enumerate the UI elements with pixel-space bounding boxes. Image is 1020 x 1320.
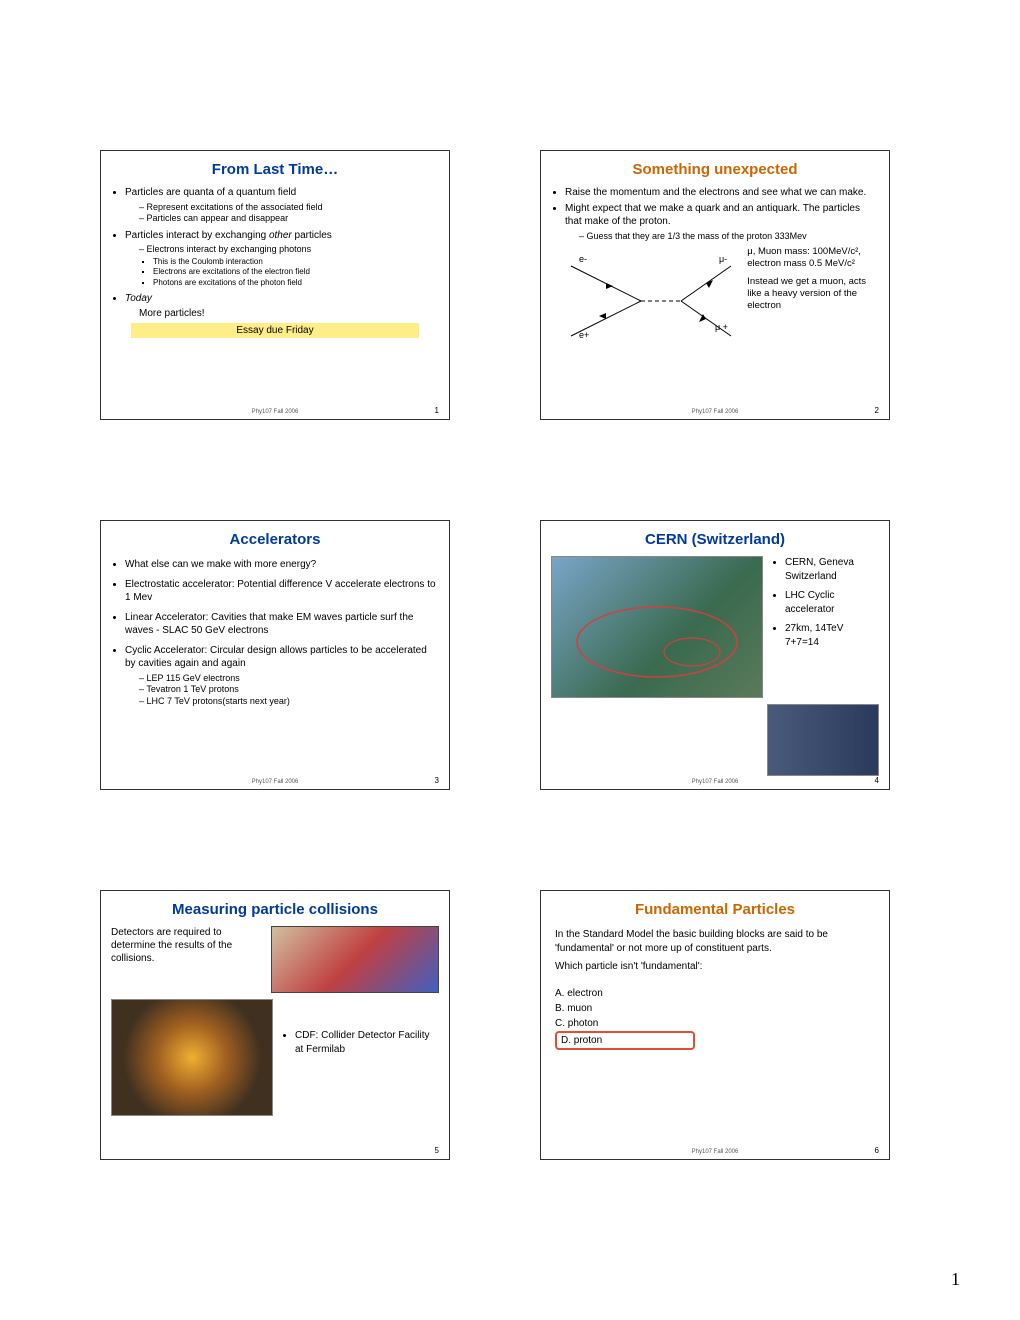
- slide-title: Fundamental Particles: [551, 901, 879, 918]
- sub-bullet: Particles can appear and disappear: [139, 213, 439, 225]
- bullet: Today: [125, 292, 439, 306]
- slide-footer: Phy107 Fall 2006: [541, 1149, 889, 1155]
- sub-bullet: Guess that they are 1/3 the mass of the …: [579, 231, 879, 243]
- label-e-plus: e+: [579, 330, 589, 340]
- detector-schematic: [271, 926, 439, 993]
- answer-options: A. electron B. muon C. photon D. proton: [555, 986, 875, 1050]
- slide-number: 1: [435, 406, 439, 415]
- sub-bullet: Tevatron 1 TeV protons: [139, 684, 439, 696]
- slide-1: From Last Time… Particles are quanta of …: [100, 150, 450, 420]
- slide-number: 3: [435, 776, 439, 785]
- slide-2: Something unexpected Raise the momentum …: [540, 150, 890, 420]
- slide-number: 6: [875, 1146, 879, 1155]
- slide-4: CERN (Switzerland) CERN, Geneva Switzerl…: [540, 520, 890, 790]
- slide-title: Accelerators: [111, 531, 439, 548]
- bullet: Raise the momentum and the electrons and…: [565, 186, 879, 200]
- slide-3: Accelerators What else can we make with …: [100, 520, 450, 790]
- bullet: Cyclic Accelerator: Circular design allo…: [125, 644, 439, 671]
- bullet: Electrostatic accelerator: Potential dif…: [125, 578, 439, 605]
- slide-number: 4: [875, 776, 879, 785]
- essay-banner: Essay due Friday: [131, 323, 419, 338]
- slide-number: 2: [875, 406, 879, 415]
- bullet: Linear Accelerator: Cavities that make E…: [125, 611, 439, 638]
- cern-bullets: CERN, Geneva Switzerland LHC Cyclic acce…: [771, 556, 879, 698]
- option-d-highlighted: D. proton: [555, 1031, 695, 1050]
- cern-aerial-photo: [551, 556, 763, 698]
- intro-text: In the Standard Model the basic building…: [555, 928, 875, 955]
- muon-desc: Instead we get a muon, acts like a heavy…: [747, 276, 879, 312]
- bullet: CDF: Collider Detector Facility at Fermi…: [295, 1029, 439, 1056]
- slide-5: Measuring particle collisions Detectors …: [100, 890, 450, 1160]
- slide-footer: Phy107 Fall 2006: [101, 409, 449, 415]
- label-mu-minus: μ-: [719, 254, 727, 264]
- more-particles: More particles!: [111, 308, 439, 319]
- sub-bullet: Represent excitations of the associated …: [139, 202, 439, 214]
- slide-title: From Last Time…: [111, 161, 439, 178]
- option-b: B. muon: [555, 1001, 875, 1016]
- sub-sub-bullet: Electrons are excitations of the electro…: [153, 267, 439, 277]
- page-number: 1: [951, 1269, 960, 1290]
- slide-6: Fundamental Particles In the Standard Mo…: [540, 890, 890, 1160]
- sub-bullet: LEP 115 GeV electrons: [139, 673, 439, 685]
- muon-mass-text: μ, Muon mass: 100MeV/c², electron mass 0…: [747, 246, 879, 270]
- slide-title: Something unexpected: [551, 161, 879, 178]
- slide-footer: Phy107 Fall 2006: [541, 779, 889, 785]
- bullet-list: What else can we make with more energy? …: [111, 558, 439, 708]
- bullet-list: Particles are quanta of a quantum field …: [111, 186, 439, 306]
- sub-bullet: Electrons interact by exchanging photons: [139, 244, 439, 256]
- slide-grid: From Last Time… Particles are quanta of …: [0, 0, 1020, 1200]
- slide-footer: Phy107 Fall 2006: [541, 409, 889, 415]
- sub-sub-bullet: This is the Coulomb interaction: [153, 257, 439, 267]
- bullet: Particles interact by exchanging other p…: [125, 229, 439, 243]
- bullet-list: Raise the momentum and the electrons and…: [551, 186, 879, 242]
- bullet: Might expect that we make a quark and an…: [565, 202, 879, 229]
- cdf-detector-photo: [111, 999, 273, 1116]
- sub-sub-bullet: Photons are excitations of the photon fi…: [153, 278, 439, 288]
- cdf-bullets: CDF: Collider Detector Facility at Fermi…: [281, 1029, 439, 1058]
- slide-number: 5: [435, 1146, 439, 1155]
- slide-title: Measuring particle collisions: [111, 901, 439, 918]
- option-a: A. electron: [555, 986, 875, 1001]
- slide-footer: Phy107 Fall 2006: [101, 779, 449, 785]
- bullet: 27km, 14TeV 7+7=14: [785, 622, 879, 649]
- question-text: Which particle isn't 'fundamental':: [555, 961, 875, 972]
- label-e-minus: e-: [579, 254, 587, 264]
- detector-intro: Detectors are required to determine the …: [111, 926, 265, 993]
- bullet: CERN, Geneva Switzerland: [785, 556, 879, 583]
- option-c: C. photon: [555, 1016, 875, 1031]
- bullet: Particles are quanta of a quantum field: [125, 186, 439, 200]
- bullet: What else can we make with more energy?: [125, 558, 439, 572]
- label-mu-plus: μ +: [715, 322, 728, 332]
- bullet: LHC Cyclic accelerator: [785, 589, 879, 616]
- lhc-tunnel-photo: [767, 704, 879, 776]
- sub-bullet: LHC 7 TeV protons(starts next year): [139, 696, 439, 708]
- slide-title: CERN (Switzerland): [551, 531, 879, 548]
